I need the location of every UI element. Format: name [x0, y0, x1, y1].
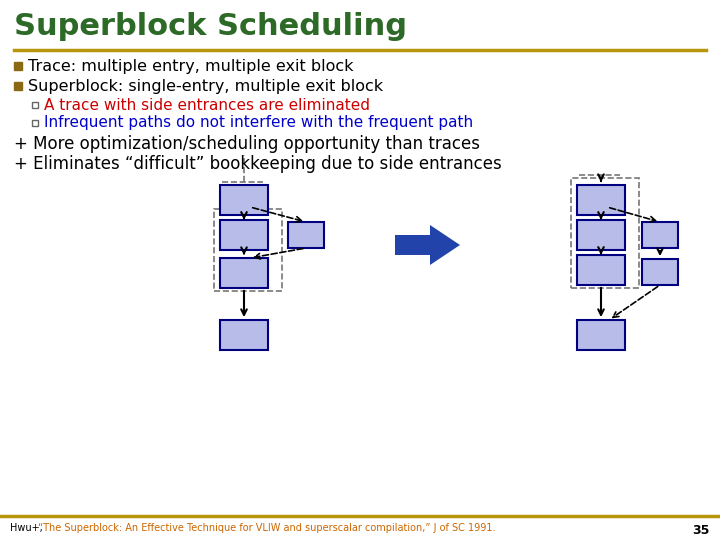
- Bar: [220, 320, 268, 350]
- Text: Trace: multiple entry, multiple exit block: Trace: multiple entry, multiple exit blo…: [28, 58, 354, 73]
- Bar: [577, 185, 625, 215]
- Text: A trace with side entrances are eliminated: A trace with side entrances are eliminat…: [44, 98, 370, 112]
- Bar: [214, 209, 282, 291]
- Bar: [571, 178, 639, 288]
- Text: + Eliminates “difficult” bookkeeping due to side entrances: + Eliminates “difficult” bookkeeping due…: [14, 155, 502, 173]
- Bar: [220, 185, 268, 215]
- Polygon shape: [395, 225, 460, 265]
- Bar: [577, 255, 625, 285]
- Bar: [14, 62, 22, 70]
- Bar: [32, 102, 38, 108]
- Text: “The Superblock: An Effective Technique for VLIW and superscalar compilation,” J: “The Superblock: An Effective Technique …: [38, 523, 495, 533]
- Bar: [288, 222, 324, 248]
- Bar: [642, 259, 678, 285]
- Bar: [14, 82, 22, 90]
- Bar: [220, 220, 268, 250]
- Bar: [32, 120, 38, 126]
- Text: Hwu+,: Hwu+,: [10, 523, 46, 533]
- Text: Superblock Scheduling: Superblock Scheduling: [14, 12, 407, 41]
- Text: Infrequent paths do not interfere with the frequent path: Infrequent paths do not interfere with t…: [44, 116, 473, 131]
- Text: + More optimization/scheduling opportunity than traces: + More optimization/scheduling opportuni…: [14, 135, 480, 153]
- Text: 35: 35: [693, 523, 710, 537]
- Bar: [642, 222, 678, 248]
- Bar: [220, 258, 268, 288]
- Text: Superblock: single-entry, multiple exit block: Superblock: single-entry, multiple exit …: [28, 78, 383, 93]
- Bar: [577, 320, 625, 350]
- Bar: [577, 220, 625, 250]
